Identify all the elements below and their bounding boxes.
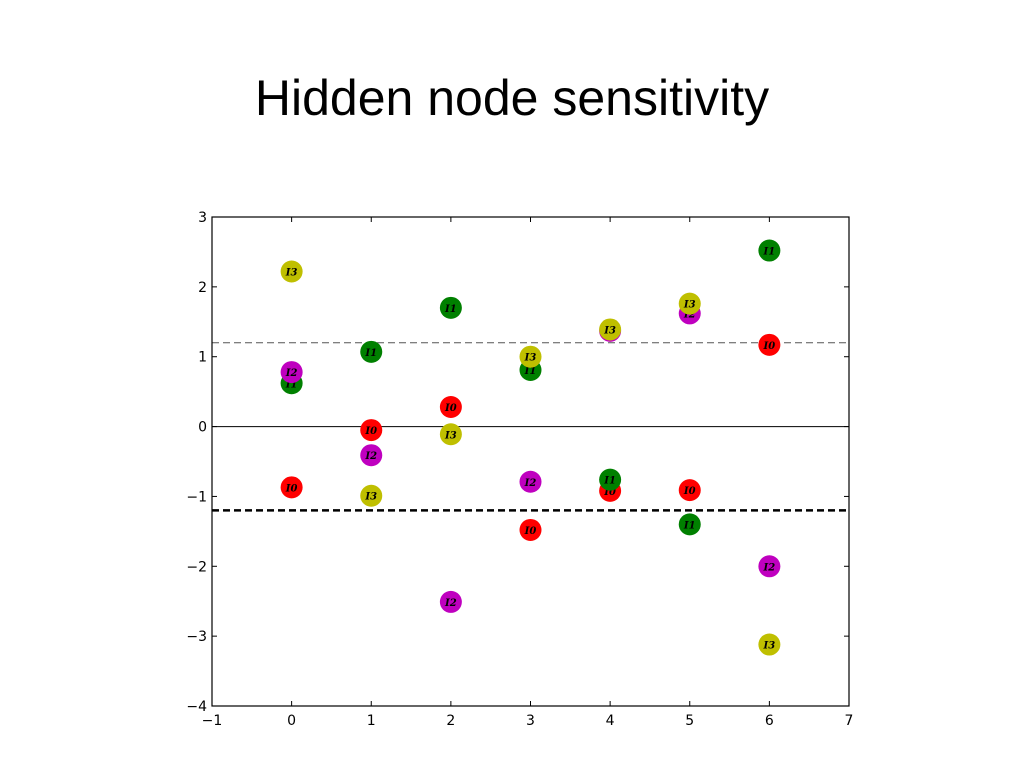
point-marker-i3 [360, 484, 383, 507]
point-i3: I3 [519, 345, 542, 368]
point-i0: I0 [439, 396, 462, 419]
point-marker-i2 [758, 555, 781, 578]
plot-frame [211, 216, 850, 707]
point-marker-i2 [519, 470, 542, 493]
point-i3: I3 [439, 423, 462, 446]
point-i0: I0 [280, 476, 303, 499]
point-label-i3: I3 [603, 325, 616, 336]
point-marker-i3 [439, 423, 462, 446]
point-marker-i1 [758, 239, 781, 262]
y-tick-label: 0 [198, 420, 207, 436]
point-i2: I2 [360, 444, 383, 467]
y-tick-label: 2 [198, 280, 207, 296]
x-tick-label: 2 [446, 713, 455, 729]
point-i1: I1 [758, 239, 781, 262]
y-tick-label: −4 [186, 699, 207, 715]
x-tick-label: 1 [367, 713, 376, 729]
point-label-i2: I2 [364, 451, 377, 462]
x-tick-label: 7 [845, 713, 854, 729]
point-i1: I1 [599, 468, 622, 491]
point-label-i3: I3 [285, 267, 298, 278]
axis-ticks [211, 216, 850, 707]
point-label-i2: I2 [444, 598, 457, 609]
point-marker-i0 [758, 333, 781, 356]
point-i0: I0 [678, 479, 701, 502]
axis-tick-labels: −1 0 1 2 3 4 5 6 7 −4 −3 −2 −1 0 1 2 3 [186, 210, 853, 729]
point-marker-i2 [439, 590, 462, 613]
point-label-i3: I3 [683, 300, 696, 311]
point-label-i0: I0 [524, 526, 537, 537]
point-label-i0: I0 [364, 426, 377, 437]
point-marker-i0 [439, 396, 462, 419]
x-tick-label: 6 [765, 713, 774, 729]
point-label-i1: I1 [763, 247, 776, 258]
point-i2: I2 [758, 555, 781, 578]
point-i1: I1 [678, 513, 701, 536]
point-label-i1: I1 [444, 304, 457, 315]
point-label-i1: I1 [683, 520, 696, 531]
y-tick-label: −2 [186, 559, 207, 575]
point-i3: I3 [599, 318, 622, 341]
point-label-i3: I3 [524, 353, 537, 364]
x-tick-label: 3 [526, 713, 535, 729]
point-marker-i0 [280, 476, 303, 499]
x-tick-label: 4 [606, 713, 615, 729]
point-label-i1: I1 [603, 476, 616, 487]
x-tick-label: 5 [685, 713, 694, 729]
point-label-i1: I1 [285, 379, 298, 390]
point-marker-i3 [758, 633, 781, 656]
y-tick-label: 3 [198, 210, 207, 226]
point-marker-i1 [360, 340, 383, 363]
point-marker-i0 [360, 419, 383, 442]
point-i0: I0 [519, 518, 542, 541]
point-marker-i1 [599, 468, 622, 491]
point-marker-i3 [678, 292, 701, 315]
reference-lines [212, 342, 849, 512]
point-marker-i0 [519, 518, 542, 541]
point-i1: I1 [439, 296, 462, 319]
point-label-i3: I3 [444, 430, 457, 441]
point-marker-i2 [360, 444, 383, 467]
point-label-i2: I2 [285, 368, 298, 379]
point-label-i3: I3 [763, 641, 776, 652]
point-i2: I2 [280, 361, 303, 384]
x-tick-label: 0 [287, 713, 296, 729]
point-i3: I3 [280, 260, 303, 283]
point-label-i1: I1 [364, 348, 377, 359]
point-label-i3: I3 [364, 492, 377, 503]
point-label-i2: I2 [763, 562, 776, 573]
point-label-i1: I1 [524, 366, 537, 377]
point-i0: I0 [758, 333, 781, 356]
point-marker-i2 [280, 361, 303, 384]
point-marker-i0 [678, 479, 701, 502]
point-label-i2: I2 [683, 309, 696, 320]
point-i3: I3 [360, 484, 383, 507]
point-label-i0: I0 [444, 403, 457, 414]
y-tick-label: 1 [198, 350, 207, 366]
y-tick-label: −3 [186, 629, 207, 645]
point-marker-i3 [280, 260, 303, 283]
point-i2: I2 [439, 590, 462, 613]
point-i0: I0 [360, 419, 383, 442]
point-label-i0: I0 [763, 341, 776, 352]
point-label-i2: I2 [524, 478, 537, 489]
point-label-i0: I0 [683, 486, 696, 497]
point-i3: I3 [758, 633, 781, 656]
point-marker-i3 [599, 318, 622, 341]
point-label-i0: I0 [603, 487, 616, 498]
point-label-i0: I0 [285, 483, 298, 494]
x-tick-label: −1 [202, 713, 223, 729]
point-i1: I1 [360, 340, 383, 363]
point-marker-i3 [519, 345, 542, 368]
y-tick-label: −1 [186, 489, 207, 505]
point-marker-i1 [678, 513, 701, 536]
point-i3: I3 [678, 292, 701, 315]
point-i2: I2 [519, 470, 542, 493]
point-marker-i1 [439, 296, 462, 319]
slide-title: Hidden node sensitivity [254, 70, 770, 126]
